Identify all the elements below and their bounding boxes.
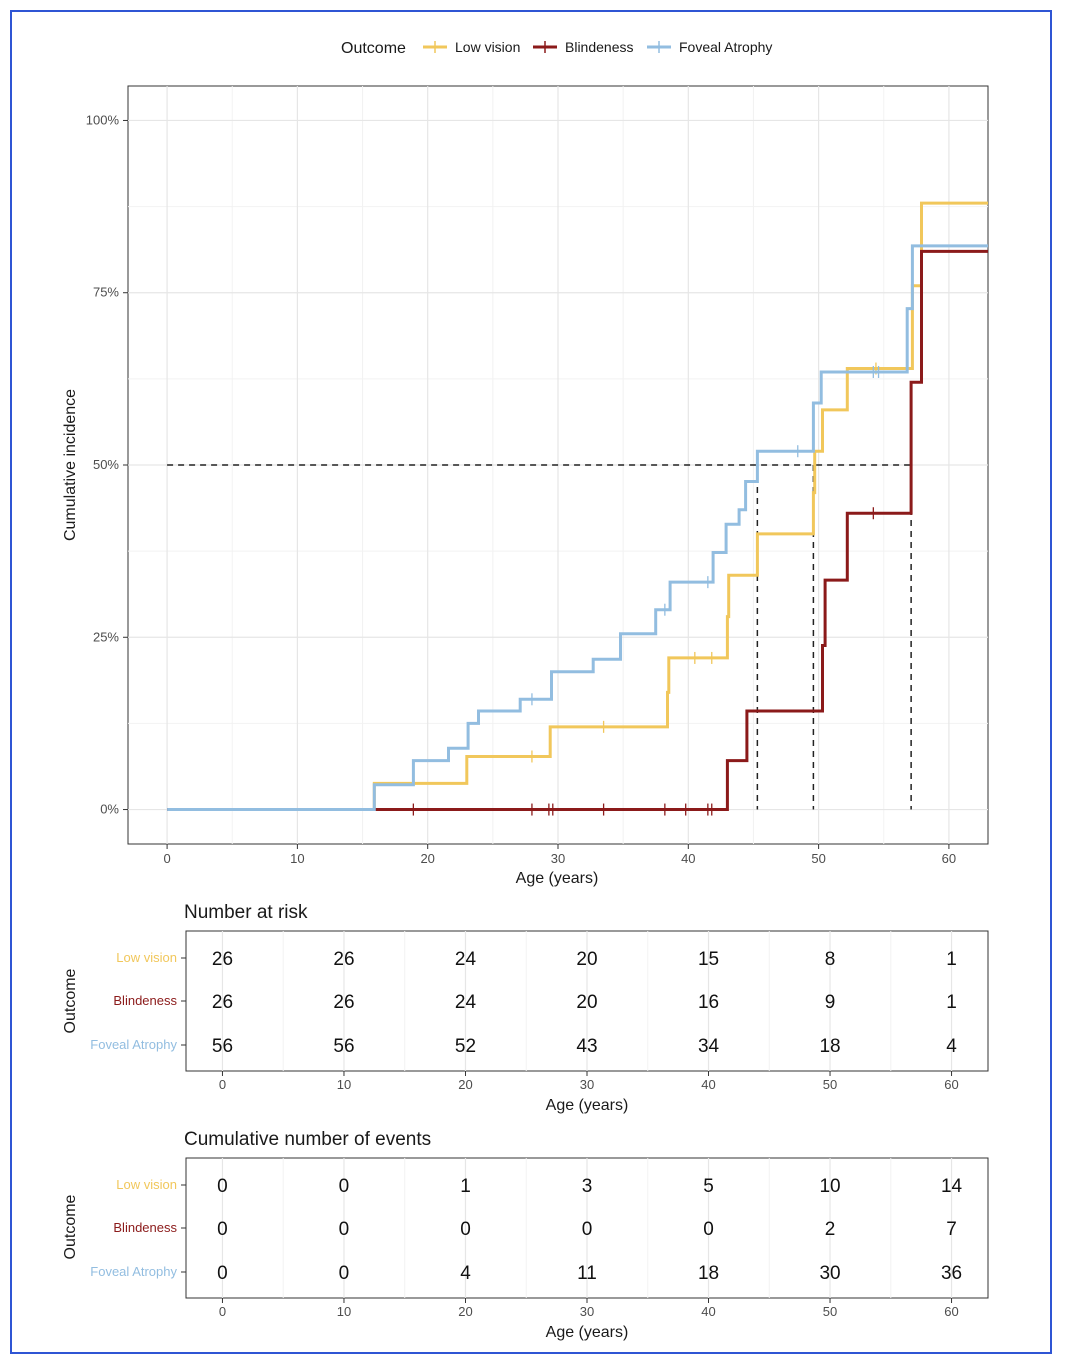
series-line-2 (167, 244, 988, 811)
table-cell: 0 (339, 1219, 350, 1240)
x-tick-label: 20 (420, 851, 434, 866)
events-table-ylabel: Outcome (62, 1194, 79, 1259)
x-tick-label: 10 (290, 851, 304, 866)
table-x-tick-label: 30 (580, 1077, 594, 1092)
table-cell: 26 (333, 992, 354, 1013)
events-table-title: Cumulative number of events (184, 1129, 431, 1150)
legend-label-1: Blindeness (565, 39, 634, 55)
series-line-0 (167, 201, 988, 811)
events-table: Cumulative number of events Low vision 0 0… (62, 1129, 989, 1341)
legend-label-0: Low vision (455, 39, 520, 55)
y-tick-label: 100% (86, 112, 120, 127)
y-tick-label: 50% (93, 457, 119, 472)
table-cell: 11 (577, 1263, 597, 1284)
table-x-tick-label: 10 (337, 1304, 351, 1319)
table-cell: 18 (819, 1036, 840, 1057)
main-xlabel: Age (years) (516, 870, 599, 887)
table-cell: 1 (460, 1176, 471, 1197)
events-table-xlabel: Age (years) (546, 1324, 629, 1341)
table-cell: 0 (339, 1263, 350, 1284)
risk-table-xlabel: Age (years) (546, 1097, 629, 1114)
table-cell: 1 (946, 992, 957, 1013)
y-tick-label: 75% (93, 285, 119, 300)
table-cell: 3 (582, 1176, 593, 1197)
table-row-label: Blindeness (113, 993, 177, 1008)
main-ylabel: Cumulative incidence (62, 389, 79, 541)
table-cell: 0 (460, 1219, 471, 1240)
table-cell: 0 (217, 1219, 228, 1240)
table-row-label: Blindeness (113, 1220, 177, 1235)
table-cell: 0 (339, 1176, 350, 1197)
table-x-tick-label: 0 (219, 1304, 226, 1319)
table-x-tick-label: 30 (580, 1304, 594, 1319)
figure-frame (10, 10, 1052, 1354)
table-cell: 10 (819, 1176, 840, 1197)
table-x-tick-label: 10 (337, 1077, 351, 1092)
table-row-label: Low vision (116, 1177, 177, 1192)
legend: Outcome Low vision Blindeness Foveal Atrop… (341, 39, 772, 57)
table-cell: 2 (825, 1219, 836, 1240)
table-cell: 5 (703, 1176, 714, 1197)
main-plot: 0 10 20 30 40 50 60 0% 25% 50% 75% 100% Age (years)… (62, 85, 989, 887)
y-tick-label: 25% (93, 629, 119, 644)
table-x-tick-label: 0 (219, 1077, 226, 1092)
table-cell: 0 (582, 1219, 593, 1240)
table-cell: 34 (698, 1036, 720, 1057)
risk-table-ylabel: Outcome (62, 968, 79, 1033)
x-tick-label: 0 (163, 851, 170, 866)
table-cell: 20 (576, 949, 597, 970)
risk-table-title: Number at risk (184, 902, 308, 923)
risk-table: Number at risk Low vision 26 26 24 20 15 8 1 Bli… (62, 902, 989, 1114)
table-cell: 0 (703, 1219, 714, 1240)
table-cell: 8 (825, 949, 836, 970)
legend-title: Outcome (341, 40, 406, 57)
table-x-tick-label: 20 (458, 1077, 472, 1092)
table-cell: 26 (212, 949, 233, 970)
table-cell: 20 (576, 992, 597, 1013)
table-cell: 26 (333, 949, 354, 970)
table-cell: 36 (941, 1263, 962, 1284)
table-row-label: Low vision (116, 950, 177, 965)
series-line-1 (167, 249, 988, 811)
table-cell: 56 (333, 1036, 354, 1057)
x-tick-label: 50 (811, 851, 825, 866)
table-cell: 4 (946, 1036, 957, 1057)
x-tick-label: 40 (681, 851, 695, 866)
x-tick-label: 30 (551, 851, 565, 866)
table-cell: 56 (212, 1036, 233, 1057)
table-row-label: Foveal Atrophy (90, 1264, 177, 1279)
table-x-tick-label: 50 (823, 1077, 837, 1092)
table-x-tick-label: 60 (944, 1077, 958, 1092)
table-cell: 24 (455, 949, 477, 970)
table-cell: 7 (946, 1219, 957, 1240)
table-cell: 30 (819, 1263, 840, 1284)
table-cell: 4 (460, 1263, 471, 1284)
table-x-tick-label: 20 (458, 1304, 472, 1319)
table-cell: 9 (825, 992, 836, 1013)
table-cell: 43 (576, 1036, 597, 1057)
table-cell: 14 (941, 1176, 963, 1197)
table-x-tick-label: 50 (823, 1304, 837, 1319)
table-cell: 0 (217, 1176, 228, 1197)
y-tick-label: 0% (100, 802, 119, 817)
table-cell: 52 (455, 1036, 476, 1057)
table-x-tick-label: 40 (701, 1077, 715, 1092)
table-cell: 1 (946, 949, 957, 970)
table-cell: 24 (455, 992, 477, 1013)
table-cell: 26 (212, 992, 233, 1013)
x-tick-label: 60 (942, 851, 956, 866)
table-cell: 16 (698, 992, 719, 1013)
legend-label-2: Foveal Atrophy (679, 39, 772, 55)
table-cell: 18 (698, 1263, 719, 1284)
table-cell: 0 (217, 1263, 228, 1284)
table-cell: 15 (698, 949, 719, 970)
table-x-tick-label: 40 (701, 1304, 715, 1319)
table-row-label: Foveal Atrophy (90, 1037, 177, 1052)
table-x-tick-label: 60 (944, 1304, 958, 1319)
